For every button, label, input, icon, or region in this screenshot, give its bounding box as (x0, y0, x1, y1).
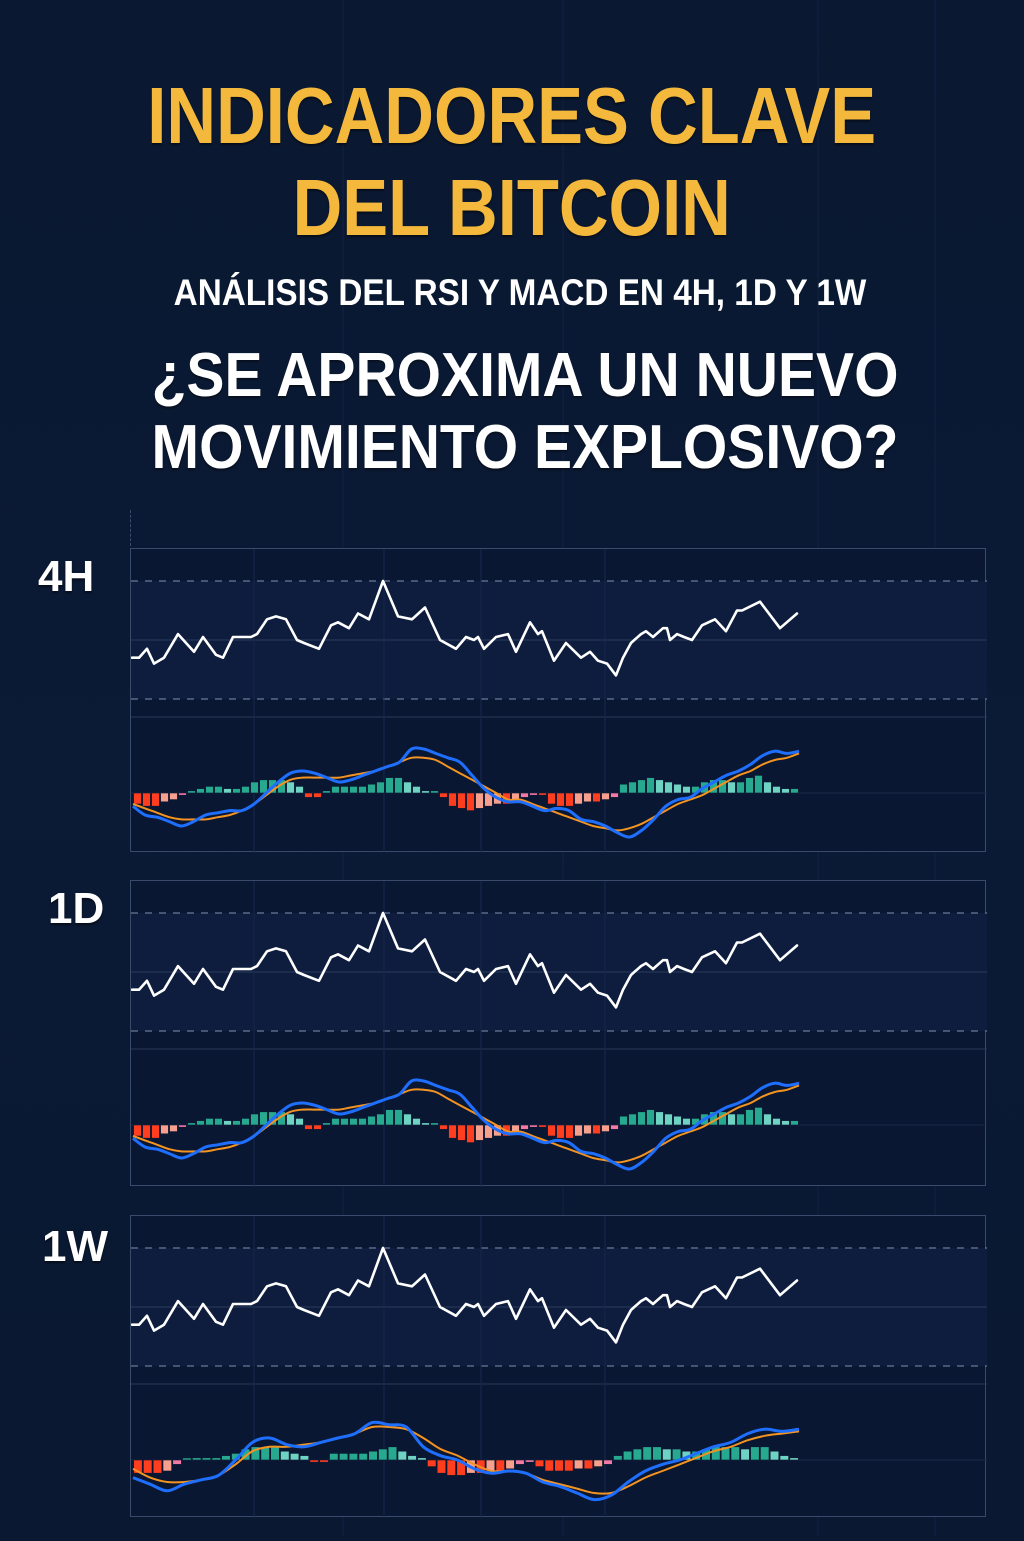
title-line-2: DEL BITCOIN (292, 163, 731, 252)
chart-panel-1w (130, 1215, 987, 1518)
subtitle: ANÁLISIS DEL RSI Y MACD EN 4H, 1D Y 1W (173, 272, 867, 313)
timeframe-label-4h: 4H (38, 552, 95, 601)
timeframe-label-1w: 1W (42, 1222, 108, 1271)
chart-panel-1d (130, 880, 987, 1187)
rsi-line (131, 579, 799, 677)
macd-line (132, 746, 800, 839)
rsi-macd-chart-1d (131, 881, 987, 1187)
question-line-2: MOVIMIENTO EXPLOSIVO? (151, 413, 899, 482)
question-line-1: ¿SE APROXIMA UN NUEVO (151, 341, 899, 410)
macd-line (132, 1078, 800, 1171)
rsi-line (131, 911, 799, 1009)
chart-panel-4h (130, 548, 987, 853)
axis-tick (130, 510, 131, 546)
rsi-macd-chart-4h (131, 549, 987, 853)
question-headline: ¿SE APROXIMA UN NUEVO MOVIMIENTO EXPLOSI… (42, 340, 1008, 484)
macd-line (132, 1420, 800, 1502)
rsi-macd-chart-1w (131, 1216, 987, 1518)
main-title: INDICADORES CLAVE DEL BITCOIN (71, 70, 952, 254)
rsi-line (131, 1246, 799, 1344)
macd-histogram (133, 1446, 799, 1476)
signal-line (132, 1425, 800, 1495)
timeframe-label-1d: 1D (48, 884, 105, 933)
title-line-1: INDICADORES CLAVE (147, 71, 877, 160)
